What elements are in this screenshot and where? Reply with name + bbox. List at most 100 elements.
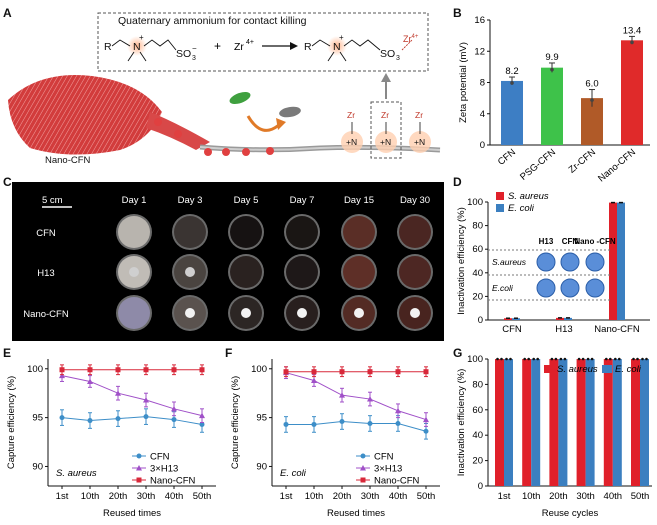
row-label: H13	[37, 268, 54, 279]
petri-dish	[230, 216, 262, 248]
data-point	[311, 377, 317, 383]
data-point	[395, 369, 401, 375]
chart-f-capture-ecoli: 90 95 100 Capture efficiency (%) Reused time…	[230, 359, 440, 519]
petri-dish	[118, 297, 150, 329]
data-point	[283, 369, 289, 375]
x-axis-label: Reused times	[103, 508, 161, 519]
x-tick-label: 1st	[56, 491, 69, 502]
x-tick-label: 10th	[305, 491, 324, 502]
panel-letter-d: D	[453, 175, 462, 189]
x-tick-label: 20th	[333, 491, 352, 502]
data-point	[554, 357, 558, 361]
y-tick-label: 95	[32, 413, 43, 424]
petri-dish	[399, 256, 431, 288]
bar-10th	[522, 359, 532, 486]
petri-dish	[343, 256, 375, 288]
x-tick-label: 1st	[280, 491, 293, 502]
data-point	[87, 378, 93, 384]
y-tick-label: 100	[467, 197, 483, 208]
bar-h13	[556, 317, 564, 320]
plus-sign: +	[214, 39, 221, 53]
bar-40th	[603, 359, 613, 486]
data-point	[423, 369, 429, 375]
data-point	[618, 357, 621, 361]
petri-dish	[399, 216, 431, 248]
inset-row-label: S.aureus	[492, 257, 527, 267]
y-axis-label: Capture efficiency (%)	[230, 376, 241, 469]
svg-text:3: 3	[396, 55, 400, 62]
legend-marker	[360, 465, 366, 471]
svg-text:N: N	[133, 41, 141, 53]
data-point	[532, 357, 535, 361]
y-tick-label: 0	[478, 315, 483, 326]
legend-marker	[360, 453, 366, 459]
data-point	[87, 367, 93, 373]
legend-label: E. coli	[615, 364, 642, 375]
y-tick-label: 16	[474, 15, 485, 26]
zr-label: Zr	[347, 110, 355, 120]
legend-label: 3×H13	[374, 464, 402, 475]
reaction-box	[97, 12, 429, 72]
ammonium-glow	[375, 131, 397, 153]
y-tick-label: 8	[480, 78, 485, 89]
bar-1st	[495, 359, 504, 486]
x-tick-label: 50th	[193, 491, 212, 502]
bar-50th	[640, 359, 649, 486]
bar-10th	[531, 359, 541, 486]
day-label: Day 15	[344, 195, 374, 206]
data-point	[115, 367, 121, 373]
legend-label: CFN	[150, 452, 170, 463]
data-point	[423, 428, 429, 434]
panel-letter-c: C	[3, 175, 12, 189]
sample-disc	[297, 308, 307, 318]
data-point	[87, 418, 93, 424]
organism-annotation: S. aureus	[56, 468, 97, 479]
ammonium-n-label: +N	[346, 137, 357, 147]
data-point	[367, 369, 373, 375]
y-axis-label: Capture efficiency (%)	[6, 376, 17, 469]
panel-a-schematic: Quaternary ammonium for contact killing …	[8, 12, 441, 166]
series-line-cfn	[61, 416, 203, 425]
bar-cfn	[501, 80, 523, 145]
bar-nano-cfn	[621, 40, 643, 145]
data-point	[523, 357, 526, 361]
data-point	[505, 357, 508, 361]
data-point	[559, 357, 563, 361]
legend-marker	[136, 465, 142, 471]
zr-label: Zr	[415, 110, 423, 120]
bar-20th	[549, 359, 559, 486]
kill-arrow-icon	[246, 115, 281, 132]
scale-label: 5 cm	[42, 195, 63, 206]
inset-dish	[536, 252, 556, 272]
data-point	[171, 417, 177, 423]
data-point	[641, 357, 644, 361]
data-point	[563, 357, 567, 361]
x-tick-label: 50th	[631, 491, 650, 502]
y-tick-label: 4	[480, 109, 485, 120]
svg-text:+: +	[139, 33, 144, 42]
bar-50th	[631, 359, 640, 486]
data-point	[311, 369, 317, 375]
y-tick-label: 0	[478, 481, 483, 492]
fabric-label: Nano-CFN	[45, 155, 91, 166]
x-tick-label: 40th	[389, 491, 408, 502]
svg-text:N: N	[333, 41, 341, 53]
svg-text:R: R	[104, 41, 112, 53]
data-point	[586, 357, 590, 361]
data-point	[143, 414, 149, 420]
y-tick-label: 60	[472, 244, 483, 255]
data-point	[645, 357, 648, 361]
y-tick-label: 90	[256, 461, 267, 472]
series-line-cfn	[286, 421, 427, 432]
inset-column-label: CFN	[562, 237, 579, 246]
y-tick-label: 12	[474, 46, 485, 57]
bar-zr-cfn	[581, 98, 603, 145]
y-tick-label: 20	[472, 456, 483, 467]
legend-marker	[136, 453, 142, 459]
y-tick-label: 95	[256, 413, 267, 424]
data-point	[423, 416, 429, 423]
y-tick-label: 0	[480, 140, 485, 151]
data-point	[367, 396, 373, 402]
day-header-row: Day 1 Day 3 Day 5 Day 7 Day 15 Day 30	[122, 195, 430, 206]
sample-disc	[354, 308, 364, 318]
